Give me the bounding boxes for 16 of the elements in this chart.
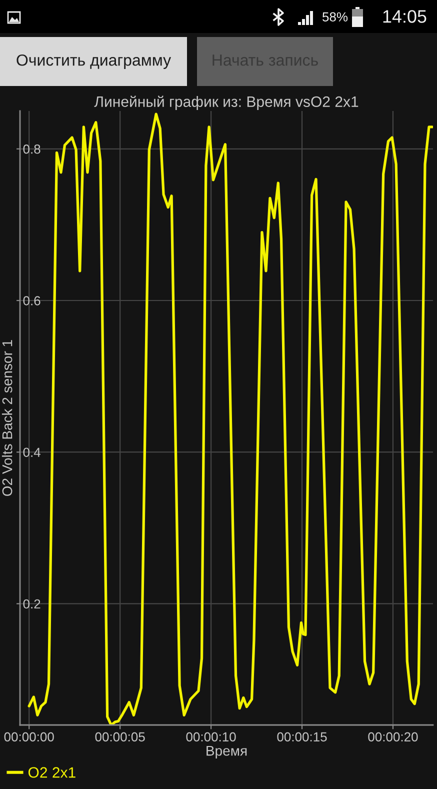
chart-title: Линейный график из: Время vsO2 2x1 bbox=[94, 96, 358, 110]
x-tick-label: 00:00:15 bbox=[277, 732, 327, 742]
y-tick-label: 0.6 bbox=[23, 296, 40, 306]
text: Очистить диаграмму bbox=[16, 54, 172, 69]
text: 14:05 bbox=[383, 10, 426, 23]
x-tick-label: 00:00:05 bbox=[95, 732, 145, 742]
y-axis-title: O2 Volts Back 2 sensor 1 bbox=[2, 340, 12, 496]
x-tick-label: 00:00:10 bbox=[186, 732, 236, 742]
x-axis-title: Время bbox=[206, 746, 247, 758]
y-tick-label: 0.4 bbox=[23, 448, 40, 457]
y-tick-label: 0.2 bbox=[23, 599, 40, 609]
legend-label: O2 2x1 bbox=[28, 767, 76, 778]
x-tick-label: 00:00:00 bbox=[4, 732, 54, 742]
y-tick-label: 0.8 bbox=[23, 144, 40, 154]
text: 58% bbox=[322, 12, 348, 22]
x-tick-label: 00:00:20 bbox=[368, 732, 418, 742]
